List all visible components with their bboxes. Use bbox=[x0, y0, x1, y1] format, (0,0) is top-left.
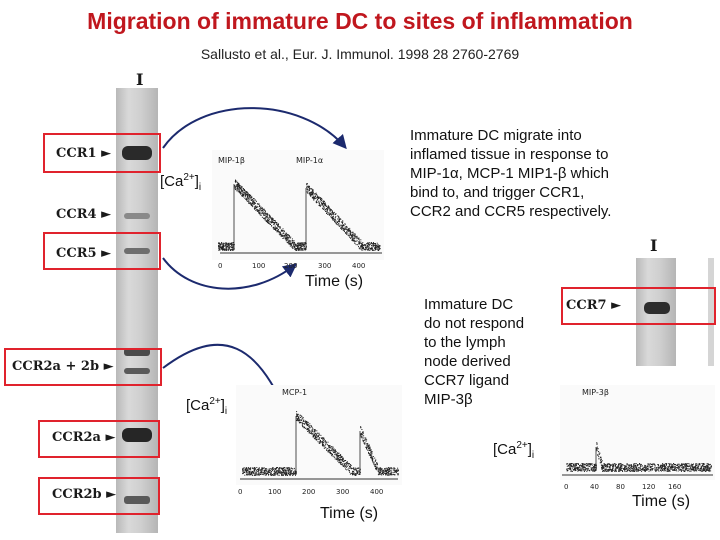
ca-label-2: [Ca2+]i bbox=[186, 396, 228, 417]
gel-band bbox=[122, 428, 152, 442]
highlight-box-ccr7 bbox=[561, 287, 716, 325]
ca-label-3: [Ca2+]i bbox=[493, 440, 535, 461]
peak-label-mip1a: MIP-1α bbox=[296, 156, 324, 165]
arrow-icon: ► bbox=[101, 207, 112, 222]
highlight-box-ccr2a-2b bbox=[4, 348, 162, 386]
arrow-icon: ► bbox=[101, 246, 112, 261]
x-tick: 100 bbox=[252, 262, 266, 270]
band-label-text: CCR4 bbox=[56, 207, 97, 222]
gel-band bbox=[644, 302, 670, 314]
x-tick: 0 bbox=[238, 488, 243, 496]
peak-label-mip3b: MIP-3β bbox=[582, 388, 609, 397]
x-tick: 80 bbox=[616, 483, 625, 491]
band-label-ccr7: CCR7 ► bbox=[566, 298, 621, 313]
band-label-ccr2a-2b: CCR2a + 2b ► bbox=[12, 359, 114, 374]
gel-band bbox=[124, 496, 150, 504]
x-tick: 0 bbox=[564, 483, 569, 491]
gel-strip bbox=[116, 88, 158, 533]
arrow-icon: ► bbox=[101, 146, 112, 161]
gel-lane-marker: I bbox=[136, 70, 144, 89]
ccr7-gel-strip bbox=[636, 258, 676, 366]
x-tick: 100 bbox=[268, 488, 282, 496]
text-line: bind to, and trigger CCR1, bbox=[410, 184, 585, 201]
text-line: Immature DC bbox=[424, 296, 514, 313]
gel-band bbox=[124, 213, 150, 219]
ccr7-gel-edge bbox=[708, 258, 714, 366]
slide-title: Migration of immature DC to sites of inf… bbox=[87, 8, 633, 34]
highlight-box-ccr2b bbox=[38, 477, 160, 515]
highlight-box-ccr5 bbox=[43, 232, 161, 270]
trace-svg-3 bbox=[562, 442, 713, 476]
peak-label-mip1b: MIP-1β bbox=[218, 156, 245, 165]
x-tick: 200 bbox=[302, 488, 316, 496]
x-tick: 40 bbox=[590, 483, 599, 491]
arrow-icon: ► bbox=[103, 359, 114, 374]
band-label-text: CCR2b bbox=[52, 487, 102, 502]
highlight-box-ccr2a bbox=[38, 420, 160, 458]
text-line: MIP-1α, MCP-1 MIP1-β which bbox=[410, 165, 609, 182]
xlabel-2: Time (s) bbox=[320, 505, 379, 522]
arrow-ccr5-to-mip1b bbox=[162, 257, 298, 290]
trace-svg-1 bbox=[218, 179, 382, 254]
gel-band bbox=[122, 146, 152, 160]
band-label-ccr5: CCR5 ► bbox=[56, 246, 111, 261]
band-label-ccr2b: CCR2b ► bbox=[52, 487, 116, 502]
band-label-text: CCR2a + 2b bbox=[12, 359, 100, 374]
highlight-box-ccr1 bbox=[43, 133, 161, 173]
arrow-icon: ► bbox=[106, 487, 117, 502]
text-line: CCR7 ligand bbox=[424, 372, 510, 389]
x-tick: 160 bbox=[668, 483, 682, 491]
text-block-1: Immature DC migrate into inflamed tissue… bbox=[410, 126, 710, 221]
band-label-text: CCR7 bbox=[566, 298, 607, 313]
band-label-ccr2a: CCR2a ► bbox=[52, 430, 116, 445]
band-label-text: CCR5 bbox=[56, 246, 97, 261]
xlabel-1: Time (s) bbox=[305, 273, 364, 290]
arrow-icon: ► bbox=[611, 298, 622, 313]
text-line: do not respond bbox=[424, 315, 525, 332]
x-tick: 400 bbox=[370, 488, 384, 496]
citation: Sallusto et al., Eur. J. Immunol. 1998 2… bbox=[200, 46, 520, 62]
arrow-ccr1-to-mip1a bbox=[162, 107, 347, 150]
ca-label-1: [Ca2+]i bbox=[160, 172, 202, 193]
calcium-trace-plot-1 bbox=[212, 150, 384, 260]
text-line: node derived bbox=[424, 353, 511, 370]
calcium-trace-plot-3 bbox=[560, 385, 715, 480]
trace-svg-2 bbox=[240, 411, 399, 480]
text-block-2: Immature DC do not respond to the lymph … bbox=[424, 295, 559, 409]
x-tick: 0 bbox=[218, 262, 223, 270]
calcium-trace-plot-2 bbox=[236, 385, 402, 485]
text-line: MIP-3β bbox=[424, 391, 473, 408]
peak-label-mcp1: MCP-1 bbox=[282, 388, 308, 397]
text-line: inflamed tissue in response to bbox=[410, 146, 609, 163]
band-label-ccr1: CCR1 ► bbox=[56, 146, 111, 161]
band-label-text: CCR1 bbox=[56, 146, 97, 161]
band-label-text: CCR2a bbox=[52, 430, 101, 445]
xlabel-3: Time (s) bbox=[632, 493, 691, 510]
band-label-ccr4: CCR4 ► bbox=[56, 207, 111, 222]
x-tick: 200 bbox=[284, 262, 298, 270]
x-tick: 300 bbox=[318, 262, 332, 270]
x-tick: 120 bbox=[642, 483, 656, 491]
text-line: to the lymph bbox=[424, 334, 506, 351]
x-tick: 400 bbox=[352, 262, 366, 270]
ccr7-lane-marker: I bbox=[650, 236, 658, 255]
text-line: Immature DC migrate into bbox=[410, 127, 582, 144]
arrow-icon: ► bbox=[105, 430, 116, 445]
gel-band bbox=[124, 248, 150, 254]
gel-band bbox=[124, 348, 150, 356]
x-tick: 300 bbox=[336, 488, 350, 496]
text-line: CCR2 and CCR5 respectively. bbox=[410, 203, 612, 220]
gel-band bbox=[124, 368, 150, 374]
